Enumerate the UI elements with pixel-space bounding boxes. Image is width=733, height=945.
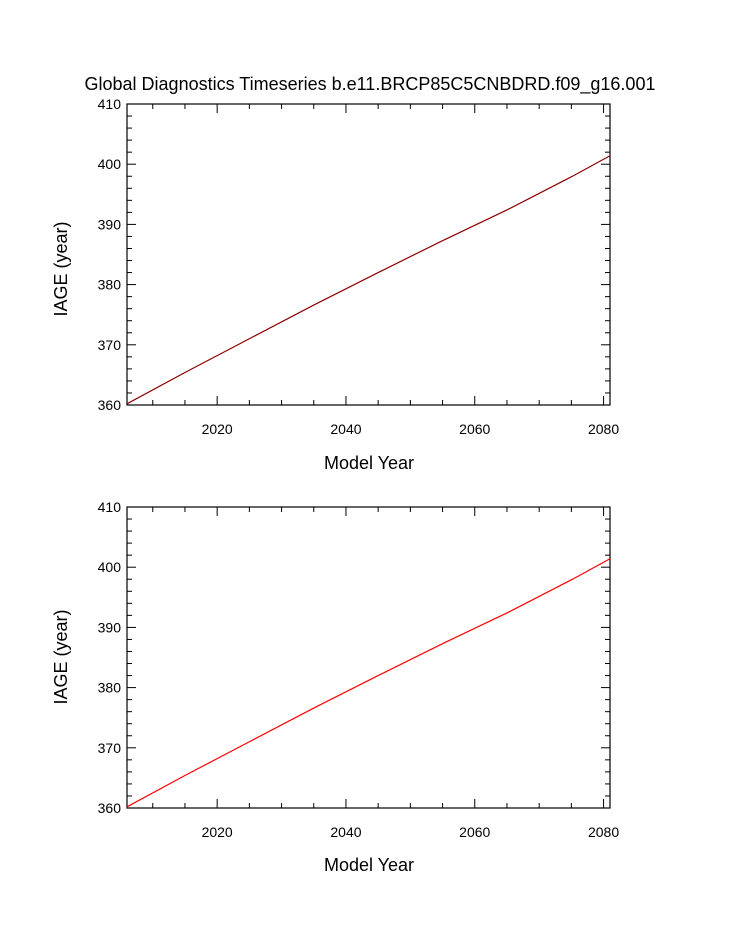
x-tick-label: 2040 [330, 824, 361, 840]
chart-title: Global Diagnostics Timeseries b.e11.BRCP… [85, 74, 656, 95]
panel-top: 360 370 380 390 400 410 2020 2040 2060 2080 Model… [51, 96, 619, 473]
y-tick-label: 360 [98, 800, 122, 816]
y-tick-label: 400 [98, 156, 122, 172]
x-axis-label-bottom: Model Year [324, 855, 414, 875]
panel-bottom: 360 370 380 390 400 410 2020 2040 2060 2080 Model… [51, 499, 619, 875]
x-tick-label: 2080 [588, 421, 619, 437]
plot-frame [126, 506, 611, 809]
x-tick-label: 2060 [459, 824, 490, 840]
plot-area-top: 360 370 380 390 400 410 2020 2040 2060 2080 [98, 96, 620, 437]
x-tick-label: 2020 [202, 421, 233, 437]
y-tick-label: 400 [98, 559, 122, 575]
x-tick-label: 2020 [202, 824, 233, 840]
y-tick-label: 380 [98, 277, 122, 293]
y-axis-label-top: IAGE (year) [51, 221, 71, 316]
x-tick-label: 2060 [459, 421, 490, 437]
x-axis-label-top: Model Year [324, 453, 414, 473]
x-tick-label: 2080 [588, 824, 619, 840]
y-axis-label-bottom: IAGE (year) [51, 609, 71, 704]
plot-frame [126, 103, 611, 406]
y-tick-label: 410 [98, 96, 122, 112]
y-tick-label: 390 [98, 216, 122, 232]
y-tick-label: 410 [98, 499, 122, 515]
y-tick-label: 360 [98, 397, 122, 413]
y-tick-label: 370 [98, 337, 122, 353]
series-line [126, 155, 611, 405]
y-tick-label: 390 [98, 619, 122, 635]
plot-area-bottom: 360 370 380 390 400 410 2020 2040 2060 2080 [98, 499, 620, 840]
x-tick-label: 2040 [330, 421, 361, 437]
y-tick-label: 370 [98, 740, 122, 756]
series-line [126, 558, 611, 808]
y-tick-label: 380 [98, 680, 122, 696]
